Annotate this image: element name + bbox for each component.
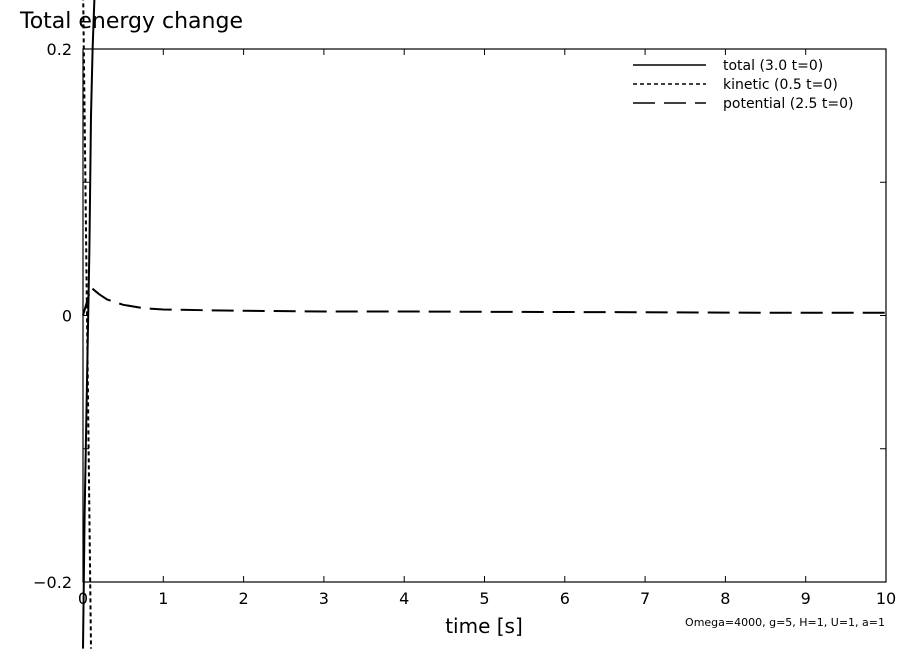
y-tick-label: 0 xyxy=(62,307,72,326)
x-axis-label: time [s] xyxy=(445,614,523,638)
y-tick-labels: −0.2 0 0.2 xyxy=(33,40,72,592)
legend-label: total (3.0 t=0) xyxy=(723,58,823,74)
x-tick-label: 4 xyxy=(399,589,409,608)
x-tick-label: 10 xyxy=(876,589,896,608)
y-tick-label: −0.2 xyxy=(33,573,72,592)
x-tick-label: 3 xyxy=(319,589,329,608)
x-tick-label: 5 xyxy=(479,589,489,608)
x-tick-label: 9 xyxy=(801,589,811,608)
series-lines xyxy=(82,0,886,649)
x-tick-label: 2 xyxy=(239,589,249,608)
parameter-annotation: Omega=4000, g=5, H=1, U=1, a=1 xyxy=(685,616,885,629)
y-tick-label: 0.2 xyxy=(47,40,72,59)
x-tick-labels: 0 1 2 3 4 5 6 7 8 9 10 xyxy=(78,589,896,608)
x-tick-label: 6 xyxy=(560,589,570,608)
x-tick-label: 1 xyxy=(158,589,168,608)
series-line-3 xyxy=(82,285,886,316)
series-line-2 xyxy=(82,0,92,649)
plot-frame xyxy=(82,48,887,583)
series-line-1 xyxy=(82,0,96,649)
axis-ticks xyxy=(82,48,887,583)
x-tick-label: 7 xyxy=(640,589,650,608)
legend-label: potential (2.5 t=0) xyxy=(723,96,854,112)
x-tick-label: 8 xyxy=(720,589,730,608)
legend-label: kinetic (0.5 t=0) xyxy=(723,77,838,93)
legend: total (3.0 t=0) kinetic (0.5 t=0) potentia… xyxy=(633,58,854,112)
chart-title: Total energy change xyxy=(19,9,243,34)
